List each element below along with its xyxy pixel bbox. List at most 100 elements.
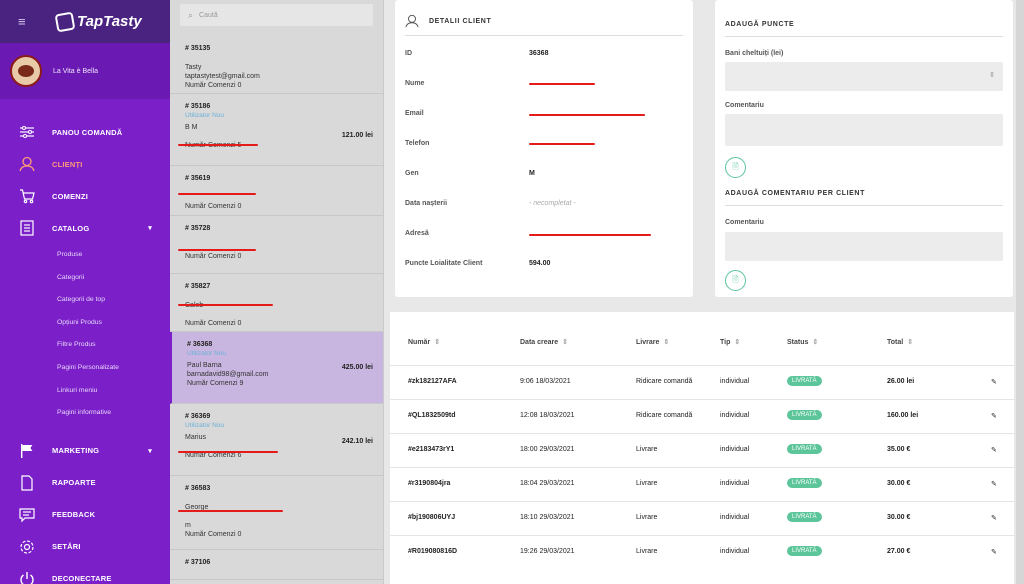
sidebar-item-label: CATALOG [52, 223, 90, 233]
submenu-filtre-produs[interactable]: Filtre Produs [57, 341, 96, 349]
redaction-mark [178, 249, 256, 251]
client-email [185, 442, 368, 451]
column-header-livrare[interactable]: Livrare ⇕ [636, 339, 670, 346]
edit-icon[interactable]: ✎ [991, 549, 997, 556]
column-header-tip[interactable]: Tip ⇕ [720, 339, 741, 346]
client-email: barnadavid98@gmail.com [187, 371, 269, 378]
column-header-status[interactable]: Status ⇕ [787, 339, 819, 346]
order-number[interactable]: #e2183473rY1 [408, 446, 455, 453]
submenu-produse[interactable]: Produse [57, 251, 83, 258]
order-delivery: Livrare [636, 548, 658, 555]
list-item[interactable]: # 35619 Număr Comenzi 0 [170, 166, 383, 216]
add-points-panel: ADAUGĂ PUNCTE Bani cheltuiți (lei) ⇳ Com… [715, 0, 1013, 297]
order-date: 18:10 29/03/2021 [520, 514, 575, 521]
logo-text: TapTasty [77, 13, 142, 30]
sidebar-item-comenzi[interactable]: COMENZI [0, 180, 170, 212]
divider [405, 35, 683, 36]
sidebar-item-rapoarte[interactable]: RAPOARTE [0, 467, 170, 499]
order-number[interactable]: #bj190806UYJ [408, 514, 456, 521]
client-orders: Număr Comenzi 0 [185, 203, 242, 210]
column-header-numar[interactable]: Număr ⇕ [408, 339, 441, 346]
list-item[interactable]: # 35186 Utilizator Nou B M Număr Comenzi… [170, 94, 383, 166]
submenu-categorii-top[interactable]: Categorii de top [57, 296, 105, 304]
sidebar-item-label: FEEDBACK [52, 510, 96, 520]
client-name: Marius [185, 434, 207, 441]
submenu-pagini-informative[interactable]: Pagini informative [57, 409, 112, 417]
list-item[interactable]: # 35827 Caleb Număr Comenzi 0 [170, 274, 383, 332]
sort-icon: ⇕ [812, 339, 819, 346]
order-number[interactable]: #r3190804jra [408, 480, 451, 487]
edit-icon[interactable]: ✎ [991, 379, 997, 386]
chevron-down-icon: ▾ [148, 447, 152, 455]
sidebar-item-catalog[interactable]: CATALOG ▾ [0, 212, 170, 244]
new-user-tag: Utilizator Nou [185, 422, 225, 429]
comment-input[interactable] [725, 114, 1003, 146]
scrollbar[interactable] [1016, 0, 1024, 584]
user-profile[interactable]: La Vita è Bella [0, 43, 170, 99]
column-header-total[interactable]: Total ⇕ [887, 339, 914, 346]
user-icon [405, 14, 419, 28]
edit-icon[interactable]: ✎ [991, 515, 997, 522]
list-item[interactable]: # 37106 [170, 550, 383, 580]
redaction-mark [178, 510, 283, 512]
submenu-categorii[interactable]: Categorii [57, 273, 85, 281]
sliders-icon [18, 123, 36, 141]
order-date: 19:26 29/03/2021 [520, 548, 575, 555]
sidebar-header: ≡ TapTasty [0, 0, 170, 43]
search-placeholder: Caută [199, 11, 218, 19]
order-date: 9:06 18/03/2021 [520, 378, 571, 385]
detail-row-address: Adresă [405, 230, 685, 240]
column-header-data[interactable]: Data creare ⇕ [520, 339, 569, 346]
order-type: individual [720, 446, 750, 453]
logo[interactable]: TapTasty [54, 11, 142, 32]
table-row[interactable]: #QL1832509td 12:08 18/03/2021 Ridicare c… [390, 399, 1014, 433]
hamburger-icon[interactable]: ≡ [18, 14, 26, 29]
orders-table: Număr ⇕ Data creare ⇕ Livrare ⇕ Tip ⇕ Status… [390, 312, 1014, 584]
list-item[interactable]: # 35135 Tasty taptastytest@gmail.com Num… [170, 36, 383, 94]
detail-label: Email [405, 110, 424, 117]
order-number[interactable]: #QL1832509td [408, 412, 456, 419]
list-item[interactable]: # 35728 Număr Comenzi 0 [170, 216, 383, 274]
table-row[interactable]: #zk182127AFA 9:06 18/03/2021 Ridicare co… [390, 365, 1014, 399]
client-orders: Număr Comenzi 0 [185, 320, 242, 327]
submenu-pagini-personalizate[interactable]: Pagini Personalizate [57, 363, 119, 371]
client-comment-input[interactable] [725, 232, 1003, 261]
gear-icon [18, 538, 36, 556]
detail-label: Adresă [405, 230, 429, 237]
order-delivery: Ridicare comandă [636, 412, 693, 419]
table-row[interactable]: #bj190806UYJ 18:10 29/03/2021 Livrare in… [390, 501, 1014, 535]
table-row[interactable]: #r3190804jra 18:04 29/03/2021 Livrare in… [390, 467, 1014, 501]
order-number[interactable]: #zk182127AFA [408, 378, 457, 385]
list-item[interactable]: # 36583 George m Număr Comenzi 0 [170, 476, 383, 550]
sidebar-item-marketing[interactable]: MARKETING ▾ [0, 435, 170, 467]
status-badge: LIVRATĂ [787, 478, 822, 488]
sidebar-item-clienti[interactable]: CLIENȚI [0, 148, 170, 180]
sidebar-item-setari[interactable]: SETĂRI [0, 531, 170, 563]
detail-label: Telefon [405, 140, 430, 147]
save-comment-button[interactable]: 🗎 [725, 270, 746, 291]
order-delivery: Ridicare comandă [636, 378, 693, 385]
save-points-button[interactable]: 🗎 [725, 157, 746, 178]
order-total: 30.00 € [887, 480, 911, 487]
list-item-selected[interactable]: # 36368 Utilizator Nou Paul Barna barnad… [170, 332, 383, 404]
search-input[interactable]: ⌕ Caută [180, 4, 373, 26]
submenu-optiuni-produs[interactable]: Opțiuni Produs [57, 318, 102, 326]
sidebar-item-label: PANOU COMANDĂ [52, 127, 123, 137]
sidebar-item-panou-comanda[interactable]: PANOU COMANDĂ [0, 116, 170, 148]
sidebar-item-feedback[interactable]: FEEDBACK [0, 499, 170, 531]
list-item[interactable]: # 36369 Utilizator Nou Marius Număr Come… [170, 404, 383, 476]
spinner-icon[interactable]: ⇳ [989, 72, 995, 79]
status-badge: LIVRATĂ [787, 546, 822, 556]
sidebar-item-deconectare[interactable]: DECONECTARE [0, 563, 170, 584]
redaction-mark [178, 304, 273, 306]
table-row[interactable]: #R019080816D 19:26 29/03/2021 Livrare in… [390, 535, 1014, 569]
edit-icon[interactable]: ✎ [991, 447, 997, 454]
edit-icon[interactable]: ✎ [991, 413, 997, 420]
order-number[interactable]: #R019080816D [408, 548, 458, 555]
client-orders: Număr Comenzi 9 [187, 380, 244, 387]
table-row[interactable]: #e2183473rY1 18:00 29/03/2021 Livrare in… [390, 433, 1014, 467]
edit-icon[interactable]: ✎ [991, 481, 997, 488]
redaction-mark [178, 193, 256, 195]
spent-input[interactable]: ⇳ [725, 62, 1003, 91]
submenu-linkuri-meniu[interactable]: Linkuri meniu [57, 386, 98, 394]
